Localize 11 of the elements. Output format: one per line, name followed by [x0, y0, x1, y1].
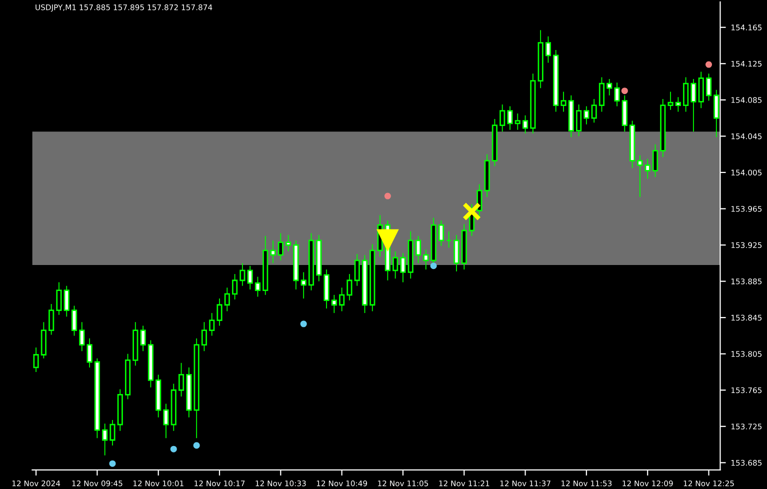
- point: [376, 229, 399, 252]
- candlestick: [637, 155, 643, 197]
- point: [384, 192, 391, 200]
- point: [430, 262, 437, 270]
- point: [621, 88, 628, 94]
- point: [193, 442, 200, 449]
- point: [300, 320, 307, 328]
- point: [705, 61, 712, 68]
- point: [109, 460, 116, 467]
- point: [170, 446, 177, 452]
- point: [462, 202, 482, 221]
